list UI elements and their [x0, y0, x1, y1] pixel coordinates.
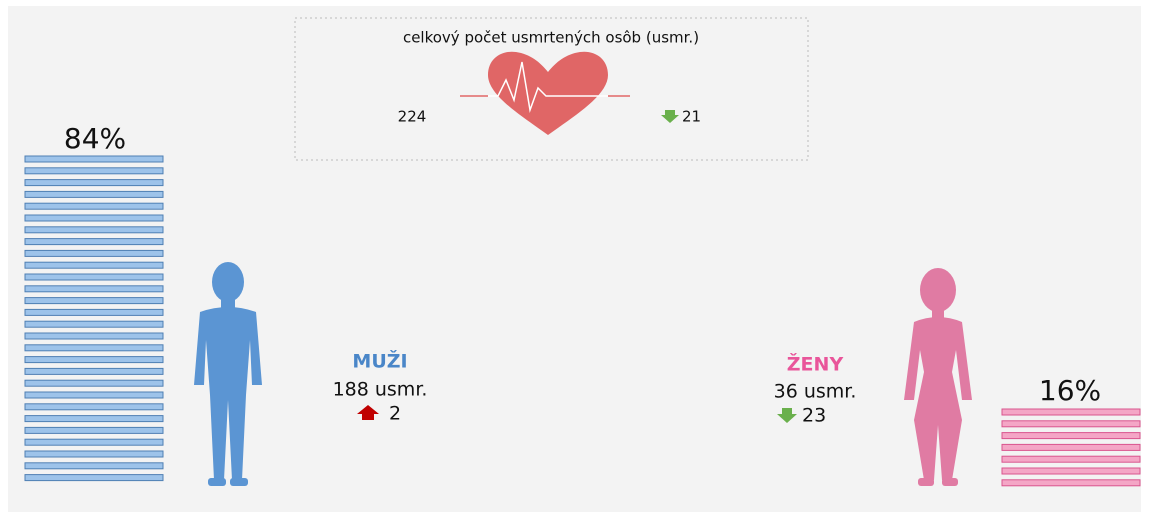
stripe — [24, 261, 164, 269]
women-percent: 16% — [1039, 374, 1101, 407]
stripe — [1001, 420, 1141, 428]
summary-change: 21 — [682, 108, 701, 126]
stripe — [24, 155, 164, 163]
stripe — [24, 438, 164, 446]
man-figure — [194, 262, 262, 486]
men-change: 2 — [389, 403, 401, 425]
stripe — [24, 214, 164, 222]
stripe — [24, 179, 164, 187]
stripe — [24, 344, 164, 352]
women-count: 36 usmr. — [774, 381, 857, 403]
women-label: ŽENY — [787, 353, 844, 376]
summary-total: 224 — [398, 108, 427, 126]
up-arrow — [357, 405, 379, 420]
stripe — [1001, 479, 1141, 487]
stripe — [24, 403, 164, 411]
women-bar — [1001, 408, 1141, 487]
stripe — [24, 356, 164, 364]
stripe — [24, 249, 164, 257]
men-label: MUŽI — [352, 350, 407, 373]
stripe — [24, 379, 164, 387]
stripe — [1001, 432, 1141, 440]
stripe — [24, 450, 164, 458]
stripe — [24, 462, 164, 470]
stripe — [1001, 467, 1141, 475]
stripe — [24, 202, 164, 210]
stripe — [24, 332, 164, 340]
stripe — [24, 367, 164, 375]
men-bar — [24, 155, 164, 482]
woman-figure — [904, 268, 972, 486]
stripe — [24, 320, 164, 328]
men-count: 188 usmr. — [333, 379, 428, 401]
stripe — [24, 167, 164, 175]
stripe — [24, 273, 164, 281]
stripe — [1001, 408, 1141, 416]
stripe — [1001, 455, 1141, 463]
stripe — [24, 426, 164, 434]
stripe — [1001, 443, 1141, 451]
stripe — [24, 474, 164, 482]
summary-box — [294, 17, 809, 161]
stripe — [24, 297, 164, 305]
down-arrow — [777, 408, 797, 423]
women-change: 23 — [802, 405, 826, 427]
stripe — [24, 391, 164, 399]
stripe — [24, 190, 164, 198]
down-arrow — [661, 110, 679, 123]
stripe — [24, 308, 164, 316]
stripe — [24, 226, 164, 234]
stripe — [24, 285, 164, 293]
stripe — [24, 238, 164, 246]
men-percent: 84% — [64, 122, 126, 155]
summary-title: celkový počet usmrtených osôb (usmr.) — [403, 29, 699, 47]
heart-icon — [460, 51, 630, 135]
stripe — [24, 415, 164, 423]
